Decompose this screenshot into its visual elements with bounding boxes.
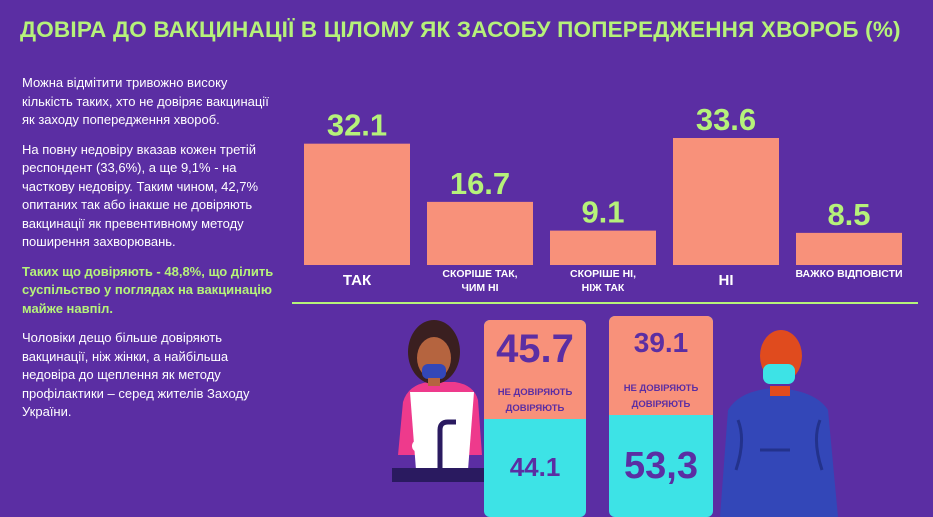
- value-label-3: 9.1: [581, 195, 624, 230]
- gender-distrust-value-2: 39.1: [634, 327, 689, 358]
- main-bar-chart: 32.1 ТАК 16.7 СКОРІШЕ ТАК, ЧИМ НІ 9.1 СКОРІШЕ …: [304, 102, 903, 294]
- gender-bar-1-distrust: [484, 320, 586, 419]
- paragraph-1: Можна відмітити тривожно високу кількіст…: [22, 75, 269, 127]
- category-label-3: СКОРІШЕ НІ, НІЖ ТАК: [570, 268, 636, 294]
- bar-4: [673, 138, 779, 265]
- gender-trust-label-2: ДОВІРЯЮТЬ: [632, 399, 691, 410]
- chart-title: ДОВІРА ДО ВАКЦИНАЦІЇ В ЦІЛОМУ ЯК ЗАСОБУ …: [20, 17, 901, 42]
- category-label-2: СКОРІШЕ ТАК, ЧИМ НІ: [442, 268, 517, 294]
- value-label-1: 32.1: [327, 108, 387, 143]
- bar-1: [304, 143, 410, 265]
- gender-distrust-label-2: НЕ ДОВІРЯЮТЬ: [624, 383, 699, 394]
- gender-stacked-bars: 45.7 НЕ ДОВІРЯЮТЬ ДОВІРЯЮТЬ 44.1 39.1 НЕ ДОВІ…: [484, 316, 713, 517]
- gender-trust-value-1: 44.1: [510, 452, 561, 482]
- man-illustration: [720, 330, 838, 517]
- value-label-5: 8.5: [827, 197, 870, 232]
- category-label-5: ВАЖКО ВІДПОВІСТИ: [795, 268, 902, 280]
- paragraph-3-highlight: Таких що довіряють - 48,8%, що ділить су…: [22, 263, 274, 316]
- bar-3: [550, 230, 656, 265]
- woman-illustration: [392, 320, 488, 482]
- gender-trust-label-1: ДОВІРЯЮТЬ: [506, 403, 565, 414]
- category-label-1: ТАК: [343, 272, 372, 289]
- bar-2: [427, 201, 533, 265]
- gender-distrust-label-1: НЕ ДОВІРЯЮТЬ: [498, 387, 573, 398]
- category-label-4: НІ: [719, 272, 734, 289]
- gender-trust-value-2: 53,3: [624, 445, 698, 487]
- gender-distrust-value-1: 45.7: [496, 327, 574, 371]
- bar-5: [796, 232, 902, 265]
- gender-bar-2-distrust: [609, 316, 713, 415]
- description-text: Можна відмітити тривожно високу кількіст…: [22, 74, 274, 433]
- value-label-2: 16.7: [450, 166, 510, 201]
- paragraph-2: На повну недовіру вказав кожен третій ре…: [22, 141, 259, 250]
- paragraph-4: Чоловіки дещо більше довіряють вакцинаці…: [22, 330, 250, 419]
- value-label-4: 33.6: [696, 102, 756, 137]
